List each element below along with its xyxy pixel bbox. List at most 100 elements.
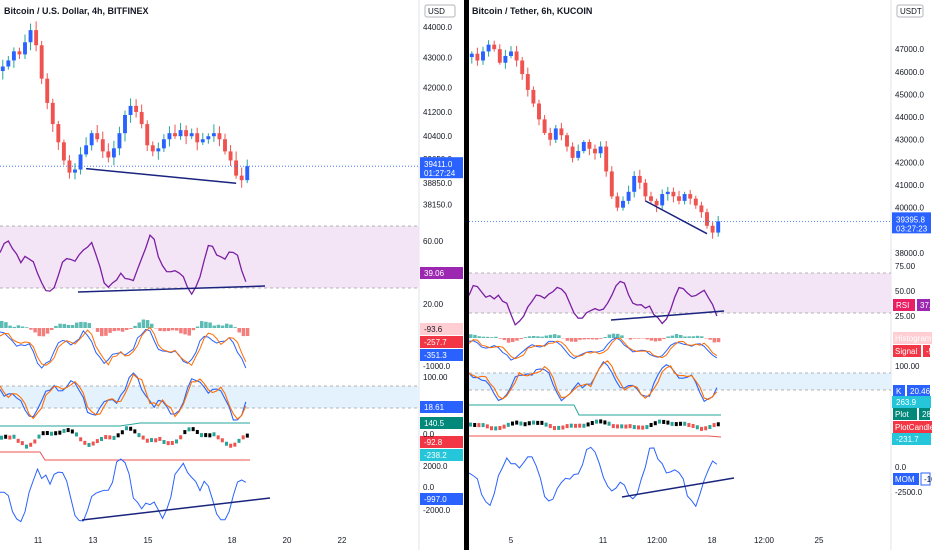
macd-histogram-bar <box>216 324 221 328</box>
candle-body <box>106 151 111 158</box>
candle-body <box>0 66 5 72</box>
plot-candle-mark <box>578 423 582 428</box>
macd-histogram-bar <box>544 335 549 338</box>
macd-value-label: -532.9 <box>926 347 932 356</box>
plot-candle-mark <box>637 425 640 430</box>
candle-body <box>39 45 44 79</box>
macd-histogram-bar <box>620 335 624 338</box>
countdown-label: 01:27:24 <box>424 169 456 178</box>
plot-candle-mark <box>216 435 220 440</box>
plot-candle-mark <box>191 427 195 432</box>
macd-histogram-bar <box>129 328 133 329</box>
macd-histogram-bar <box>553 334 557 338</box>
rsi-line <box>469 280 718 326</box>
candle-body <box>604 146 609 172</box>
macd-histogram-bar <box>578 338 582 340</box>
price-tick-label: 42000.0 <box>423 84 452 93</box>
plot-candle-mark <box>506 422 510 427</box>
candle-body <box>581 142 586 152</box>
macd-histogram-bar <box>473 334 477 338</box>
macd-histogram-bar <box>150 323 154 328</box>
stoch-d-line <box>0 373 247 420</box>
price-tick-label: 40400.0 <box>423 132 452 141</box>
mom-name-label: MOM <box>895 475 915 484</box>
stoch-d-line <box>469 360 718 401</box>
macd-histogram-bar <box>16 325 21 328</box>
plot-candle-mark <box>687 423 691 428</box>
right-chart[interactable]: Bitcoin / Tether, 6h, KUCOIN USDT 47000.0… <box>469 0 932 550</box>
plot-candle-mark <box>145 438 149 443</box>
macd-histogram-bar <box>506 338 511 343</box>
plot-candle-mark <box>716 422 720 427</box>
candle-body <box>156 148 161 152</box>
stoch-value-label: 20.46 <box>910 387 931 396</box>
candle-body <box>615 196 620 208</box>
mom-trendline[interactable] <box>81 497 271 521</box>
plot-value-label: -238.2 <box>424 451 447 460</box>
plot-candle-mark <box>62 428 66 433</box>
macd-histogram-bar <box>95 328 100 332</box>
candle-body <box>78 154 83 170</box>
time-tick-label: 18 <box>228 536 237 545</box>
macd-signal-line <box>0 326 247 366</box>
pane-divider[interactable] <box>464 0 469 550</box>
rsi-trendline[interactable] <box>77 285 266 293</box>
macd-histogram-bar <box>645 338 649 340</box>
plot-candle-mark <box>150 438 153 443</box>
price-trendline[interactable] <box>86 167 237 184</box>
mom-tick-label: 0.0 <box>423 483 435 492</box>
rsi-tick-label: 25.00 <box>895 312 916 321</box>
macd-histogram-bar <box>170 328 175 331</box>
macd-line <box>0 328 247 369</box>
macd-histogram-bar <box>245 328 250 337</box>
macd-histogram-bar <box>237 328 241 333</box>
macd-histogram-bar <box>477 336 481 338</box>
macd-histogram-bar <box>195 326 200 328</box>
macd-histogram-bar <box>498 338 502 339</box>
plot-candle-mark <box>473 422 477 427</box>
left-chart[interactable]: Bitcoin / U.S. Dollar, 4h, BITFINEX USD 4… <box>0 0 464 550</box>
plot-candle-mark <box>674 422 678 427</box>
rsi-tick-label: 75.00 <box>895 262 916 271</box>
macd-histogram-bar <box>133 325 137 328</box>
macd-name-label: Histogram <box>895 334 932 343</box>
candle-body <box>665 191 670 195</box>
plot-value-label: 140.5 <box>424 419 445 428</box>
macd-histogram-bar <box>653 338 658 342</box>
rsi-name-label: RSI <box>896 301 909 310</box>
macd-histogram-bar <box>137 322 141 328</box>
macd-histogram-bar <box>0 320 4 328</box>
macd-histogram-bar <box>649 338 654 341</box>
plot-candle-mark <box>58 430 62 435</box>
plot-lower-line <box>469 435 722 438</box>
plot-candle-mark <box>120 430 124 435</box>
candle-body <box>139 111 144 125</box>
time-tick-label: 15 <box>144 536 153 545</box>
rsi-trendline[interactable] <box>610 310 725 321</box>
plot-lower-line <box>0 451 250 461</box>
plot-candle-mark <box>125 426 128 431</box>
macd-histogram-bar <box>116 328 121 331</box>
plot-value-label: -231.7 <box>896 435 919 444</box>
mom-trendline[interactable] <box>621 477 735 498</box>
candle-body <box>542 119 547 133</box>
macd-histogram-bar <box>582 338 586 340</box>
macd-histogram-bar <box>50 328 54 330</box>
macd-histogram-bar <box>125 328 129 331</box>
macd-histogram-bar <box>208 322 212 328</box>
plot-candle-mark <box>590 421 594 426</box>
plot-candle-mark <box>16 438 20 443</box>
macd-histogram-bar <box>670 335 675 338</box>
candle-body <box>492 44 497 50</box>
candle-body <box>537 103 541 120</box>
plot-candle-mark <box>170 440 174 445</box>
candle-body <box>716 221 721 233</box>
macd-histogram-bar <box>191 328 196 331</box>
price-tick-label: 40000.0 <box>895 204 924 213</box>
macd-histogram-bar <box>187 328 191 336</box>
stoch-name-label: K <box>896 387 902 396</box>
price-trendline[interactable] <box>645 200 708 235</box>
macd-histogram-bar <box>20 326 25 328</box>
time-tick-label: 5 <box>509 536 514 545</box>
candle-body <box>705 212 709 226</box>
